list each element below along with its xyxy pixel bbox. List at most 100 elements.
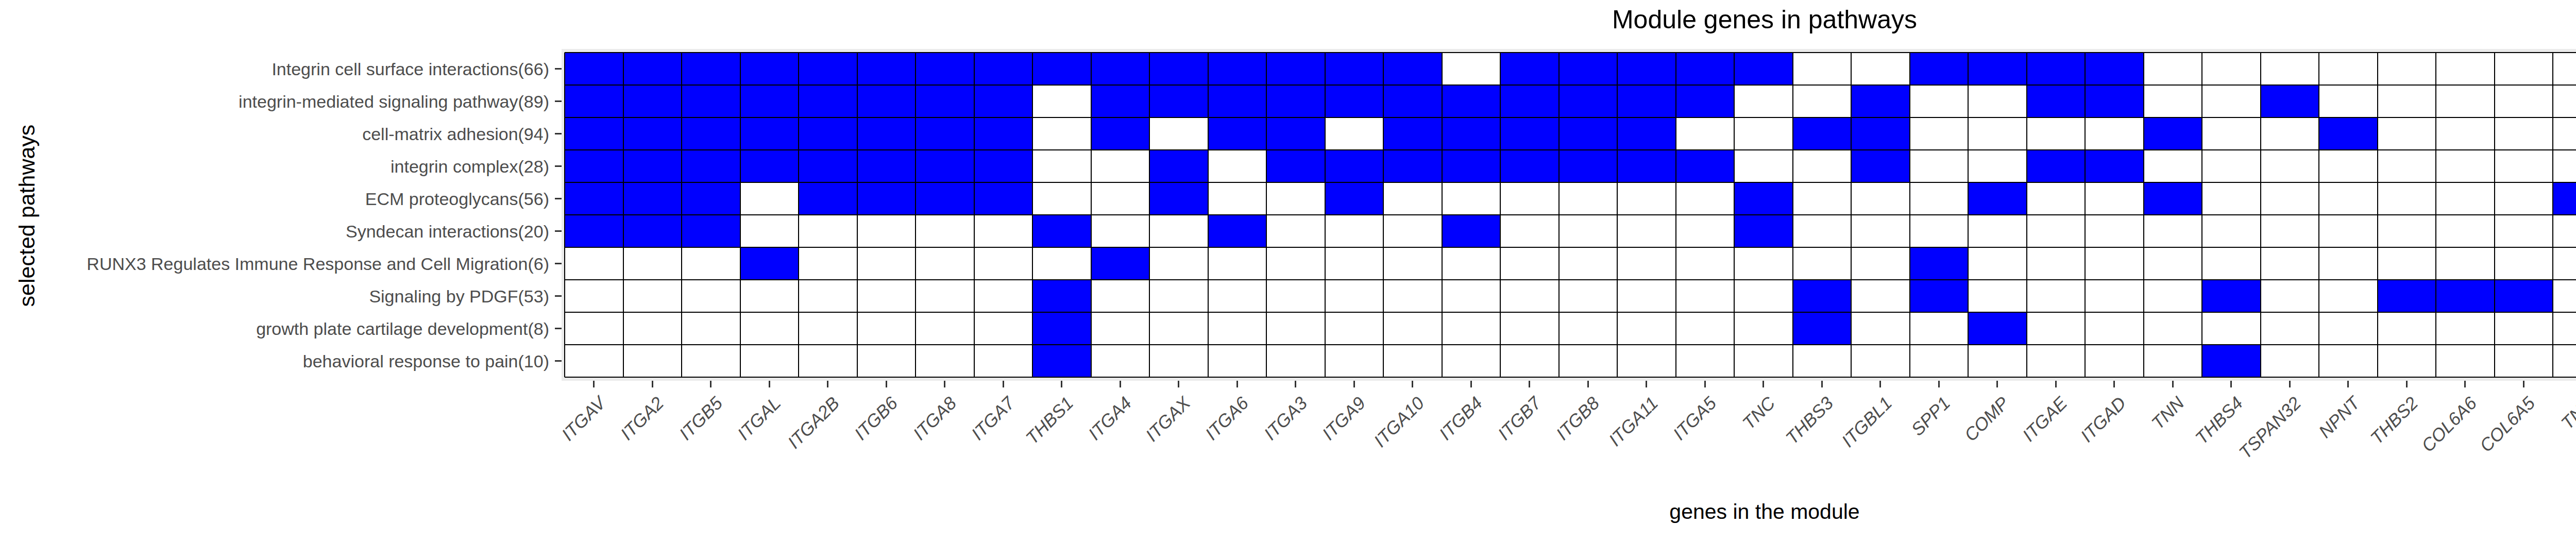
y-tick-label: Signaling by PDGF(53) (13, 285, 549, 307)
x-tick (2230, 381, 2232, 387)
x-tick (2464, 381, 2466, 387)
x-tick (1412, 381, 1413, 387)
x-tick (827, 381, 828, 387)
heatmap-cell (799, 117, 857, 150)
heatmap-cell (682, 215, 740, 247)
plot-title: Module genes in pathways (562, 4, 2576, 35)
heatmap-cell (1208, 215, 1267, 247)
x-axis-title: genes in the module (562, 500, 2576, 524)
cell-border-horizontal (565, 182, 2576, 183)
heatmap-cell (1910, 280, 1969, 312)
y-tick (555, 360, 562, 362)
x-tick (1470, 381, 1472, 387)
heatmap-cell (1559, 85, 1618, 117)
heatmap-cell (799, 182, 857, 215)
y-tick (555, 165, 562, 167)
heatmap-cell (682, 53, 740, 85)
heatmap-cell (857, 53, 916, 85)
heatmap-cell (2378, 280, 2436, 312)
heatmap-cell (1208, 53, 1267, 85)
heatmap-cell (1734, 53, 1793, 85)
y-tick (555, 230, 562, 232)
x-tick (1236, 381, 1238, 387)
y-axis-title: selected pathways (14, 10, 40, 422)
heatmap-cell (623, 85, 682, 117)
heatmap-cell (2027, 150, 2086, 182)
heatmap-cell (1266, 150, 1325, 182)
x-tick (1879, 381, 1881, 387)
x-tick (2406, 381, 2408, 387)
heatmap-cell (1793, 280, 1852, 312)
x-tick (886, 381, 887, 387)
heatmap-cell (565, 150, 623, 182)
heatmap-cell (565, 117, 623, 150)
heatmap-cell (2085, 150, 2144, 182)
heatmap-cell (1442, 150, 1501, 182)
heatmap-cell (2085, 53, 2144, 85)
y-tick-label: Integrin cell surface interactions(66) (13, 58, 549, 80)
heatmap-cell (1617, 85, 1676, 117)
heatmap-cell (1617, 117, 1676, 150)
x-tick (593, 381, 595, 387)
heatmap-cell (1559, 53, 1618, 85)
heatmap-cell (2144, 117, 2202, 150)
heatmap-cell (623, 117, 682, 150)
y-tick (555, 198, 562, 199)
x-tick (1996, 381, 1998, 387)
heatmap-cell (1032, 53, 1091, 85)
heatmap-cell (1968, 53, 2027, 85)
heatmap-cell (916, 85, 974, 117)
heatmap-cell (1910, 53, 1969, 85)
heatmap-cell (1325, 53, 1384, 85)
y-tick-label: cell-matrix adhesion(94) (13, 123, 549, 145)
heatmap-cell (2144, 182, 2202, 215)
heatmap-cell (1910, 247, 1969, 280)
heatmap-cell (2085, 85, 2144, 117)
heatmap-figure: Module genes in pathways ITGAVITGA2ITGB5… (0, 0, 2576, 541)
heatmap-cell (1559, 117, 1618, 150)
cell-border-horizontal (565, 52, 2576, 53)
x-tick (1587, 381, 1589, 387)
heatmap-cell (740, 150, 799, 182)
heatmap-cell (1851, 85, 1910, 117)
heatmap-cell (916, 150, 974, 182)
x-tick (1938, 381, 1940, 387)
heatmap-cell (2261, 85, 2319, 117)
x-tick (2113, 381, 2115, 387)
heatmap-cell (1734, 182, 1793, 215)
x-tick (1178, 381, 1179, 387)
heatmap-cell (682, 85, 740, 117)
heatmap-cell (2027, 85, 2086, 117)
heatmap-cell (1266, 117, 1325, 150)
heatmap-cell (565, 53, 623, 85)
heatmap-cell (1149, 150, 1208, 182)
x-tick (652, 381, 653, 387)
heatmap-cell (1500, 85, 1559, 117)
heatmap-cell (799, 53, 857, 85)
y-tick (555, 133, 562, 134)
heatmap-cell (565, 85, 623, 117)
heatmap-cell (1500, 150, 1559, 182)
heatmap-cell (1032, 312, 1091, 345)
cell-border-horizontal (565, 84, 2576, 86)
heatmap-cell (1676, 150, 1735, 182)
heatmap-cell (740, 247, 799, 280)
heatmap-cell (1793, 312, 1852, 345)
x-tick (2347, 381, 2349, 387)
heatmap-cell (565, 215, 623, 247)
heatmap-cell (740, 117, 799, 150)
heatmap-cell (2436, 280, 2495, 312)
heatmap-cell (1208, 117, 1267, 150)
heatmap-cell (1617, 150, 1676, 182)
heatmap-cell (623, 182, 682, 215)
x-tick (1061, 381, 1062, 387)
heatmap-cell (682, 182, 740, 215)
heatmap-cell (1149, 182, 1208, 215)
heatmap-cell (799, 150, 857, 182)
x-tick (1762, 381, 1764, 387)
heatmap-cell (1149, 85, 1208, 117)
heatmap-cell (1500, 53, 1559, 85)
heatmap-cell (1266, 53, 1325, 85)
heatmap-grid (565, 53, 2576, 377)
heatmap-cell (2553, 182, 2576, 215)
